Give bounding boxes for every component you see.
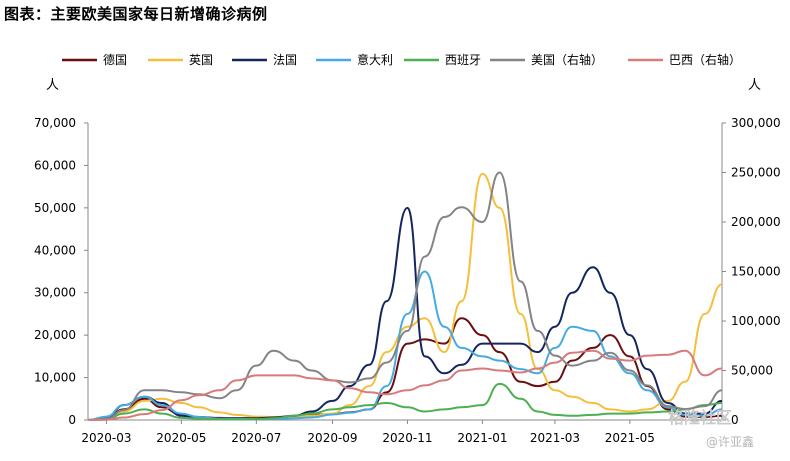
series-line-巴西（右轴） [87,349,723,421]
right-tick-label: 100,000 [731,314,781,328]
left-tick-label: 20,000 [34,328,76,342]
legend: 德国 英国 法国 意大利 西班牙 美国（右轴） 巴西（右轴） [62,52,741,67]
legend-label: 英国 [189,53,213,67]
series-lines [87,171,723,421]
legend-label: 巴西（右轴） [669,52,741,67]
legend-label: 法国 [273,53,297,67]
legend-label: 意大利 [357,52,393,67]
series-line-法国 [87,206,723,421]
left-tick-label: 30,000 [34,286,76,300]
x-tick-label: 2021-05 [605,431,655,445]
series-line-美国（右轴） [87,171,723,421]
left-tick-label: 70,000 [34,116,76,130]
x-tick-label: 2021-03 [530,431,580,445]
left-axis-unit: 人 [46,78,60,93]
x-tick-label: 2020-05 [156,431,206,445]
left-tick-label: 60,000 [34,158,76,172]
watermark-author: @许亚鑫 [706,435,755,449]
legend-label: 西班牙 [445,53,481,67]
left-tick-label: 10,000 [34,371,76,385]
right-tick-label: 50,000 [731,364,773,378]
right-tick-label: 250,000 [731,166,781,180]
x-tick-label: 2020-11 [382,431,432,445]
right-axis-unit: 人 [748,78,762,93]
left-tick-label: 0 [68,413,76,427]
axes: 0 10,000 20,000 30,000 40,000 50,000 60,000 70,… [34,116,781,445]
right-tick-label: 150,000 [731,265,781,279]
left-tick-label: 50,000 [34,201,76,215]
legend-label: 美国（右轴） [531,52,603,67]
series-line-西班牙 [87,382,723,421]
chart-title: 图表：主要欧美国家每日新增确诊病例 [4,5,268,23]
right-tick-label: 200,000 [731,215,781,229]
right-tick-label: 0 [731,413,739,427]
left-tick-label: 40,000 [34,243,76,257]
x-tick-label: 2020-09 [307,431,357,445]
x-tick-label: 2020-07 [231,431,281,445]
right-tick-label: 300,000 [731,116,781,130]
legend-label: 德国 [103,52,127,67]
x-tick-label: 2020-03 [81,431,131,445]
x-tick-label: 2021-01 [457,431,507,445]
watermark-logo-text: 格隆社区 [668,408,733,427]
